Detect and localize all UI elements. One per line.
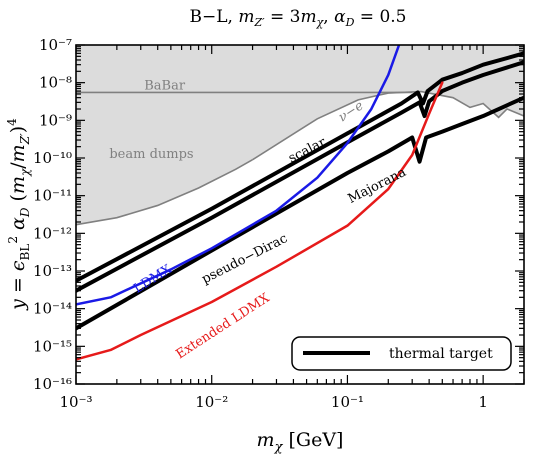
y-tick-label: 10⁻⁹ — [39, 111, 72, 129]
series-label: LDMX — [131, 262, 175, 297]
region-label: beam dumps — [109, 147, 193, 162]
plot-frame — [75, 44, 525, 385]
series-line — [76, 51, 524, 283]
y-tick-label: 10⁻¹² — [33, 224, 72, 242]
x-tick-label: 10⁻³ — [59, 393, 92, 411]
series-group — [76, 45, 524, 361]
series-label: pseudo−Dirac — [200, 231, 291, 287]
series-line — [76, 60, 524, 293]
x-axis-label: mχ [GeV] — [257, 429, 344, 455]
legend-label: thermal target — [389, 346, 493, 362]
legend-box — [291, 336, 512, 371]
y-tick-label: 10⁻⁸ — [39, 74, 72, 92]
axis-ticks: 10⁻³ 10⁻² 10⁻¹ 1 10⁻¹⁶ 10⁻¹⁵ 10⁻¹⁴ 10⁻¹³ 10⁻¹² 10… — [33, 36, 525, 411]
excluded-region-boundary — [252, 90, 524, 161]
y-tick-label: 10⁻¹⁵ — [33, 337, 72, 355]
y-tick-label: 10⁻¹⁴ — [33, 300, 72, 318]
plot-area — [76, 45, 524, 361]
y-tick-label: 10⁻⁷ — [39, 36, 72, 54]
legend: thermal target — [291, 336, 512, 371]
y-tick-label: 10⁻¹⁰ — [33, 149, 72, 167]
region-label: BaBar — [144, 79, 186, 94]
chart-title: B−L, mZ′ = 3mχ, αD = 0.5 — [190, 7, 407, 29]
y-tick-label: 10⁻¹³ — [33, 262, 72, 280]
x-tick-label: 10⁻¹ — [331, 393, 364, 411]
series-line — [76, 81, 444, 361]
series-line — [76, 95, 524, 331]
series-label: Extended LDMX — [174, 290, 274, 362]
series-label: scalar — [286, 135, 329, 167]
y-tick-label: 10⁻¹¹ — [33, 187, 72, 205]
y-axis-label: y = ϵBL2 αD (mχ/mZ′)4 — [5, 118, 32, 311]
series-line — [76, 45, 401, 306]
excluded-region-fill — [76, 45, 524, 225]
y-tick-label: 10⁻¹⁶ — [33, 375, 72, 393]
x-tick-label: 10⁻² — [195, 393, 228, 411]
excluded-region-boundary — [76, 159, 253, 226]
x-tick-label: 1 — [478, 393, 488, 411]
